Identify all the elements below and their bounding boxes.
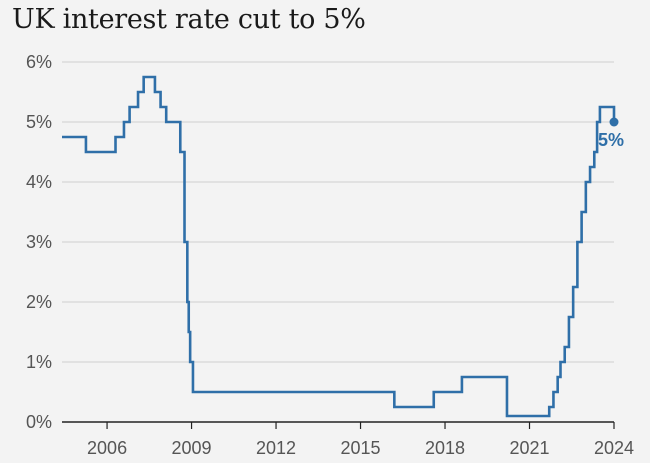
end-point-marker — [609, 117, 619, 127]
y-tick-label: 2% — [26, 292, 52, 312]
y-axis-ticks: 0% 1% 2% 3% 4% 5% 6% — [26, 52, 52, 432]
y-tick-label: 5% — [26, 112, 52, 132]
y-tick-label: 3% — [26, 232, 52, 252]
grid-lines — [62, 61, 614, 423]
y-tick-label: 6% — [26, 52, 52, 72]
x-axis-ticks: 2006 2009 2012 2015 2018 2021 2024 — [87, 422, 634, 458]
interest-rate-line — [62, 75, 616, 418]
series-layer: 5% — [62, 75, 624, 418]
x-tick-label: 2015 — [341, 438, 381, 458]
x-tick-label: 2012 — [256, 438, 296, 458]
x-tick-label: 2006 — [87, 438, 127, 458]
y-tick-label: 4% — [26, 172, 52, 192]
x-tick-label: 2021 — [509, 438, 549, 458]
x-tick-label: 2009 — [172, 438, 212, 458]
x-tick-label: 2018 — [425, 438, 465, 458]
chart-title: UK interest rate cut to 5% — [12, 4, 366, 35]
y-tick-label: 1% — [26, 352, 52, 372]
end-point-label: 5% — [598, 130, 624, 150]
x-tick-label: 2024 — [594, 438, 634, 458]
y-tick-label: 0% — [26, 412, 52, 432]
